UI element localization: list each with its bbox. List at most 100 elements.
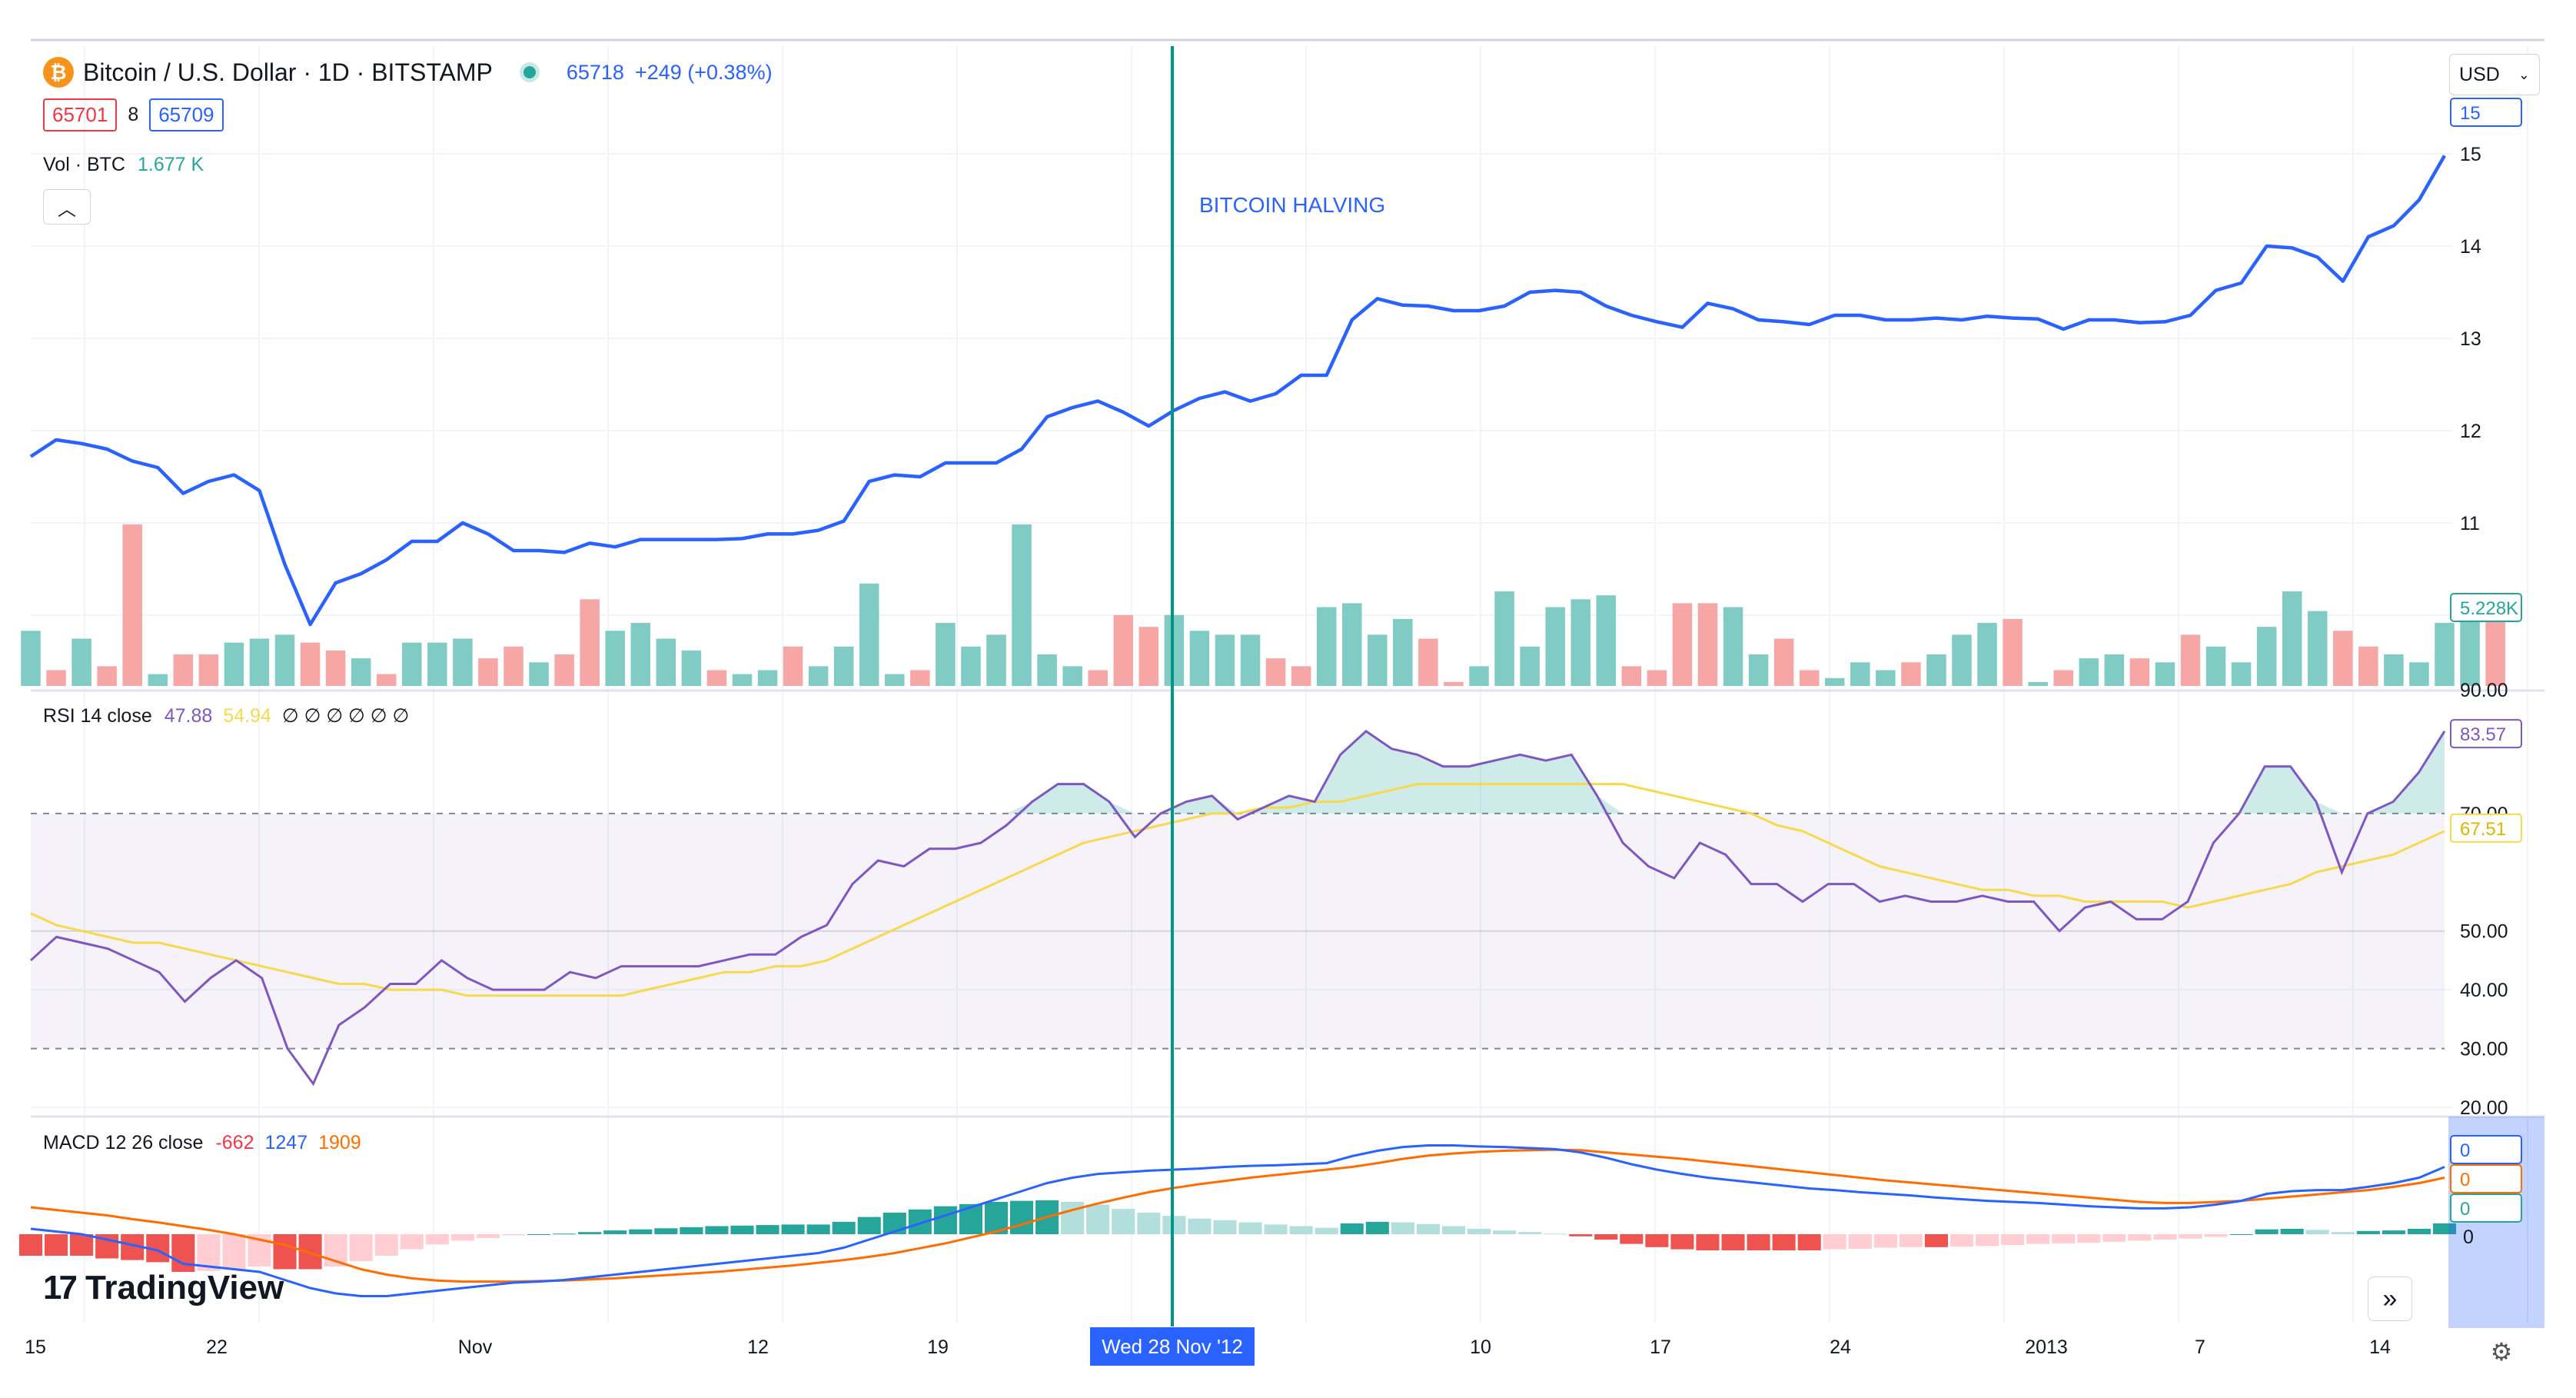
volume-bar [1799, 670, 1820, 686]
volume-bar [529, 662, 549, 686]
macd-histogram-bar [1772, 1234, 1796, 1250]
macd-histogram-bar [2255, 1229, 2279, 1234]
volume-value-label-box [2450, 593, 2522, 622]
price-line[interactable] [29, 155, 2446, 627]
volume-bar [1113, 614, 1134, 686]
volume-bar [1824, 677, 1845, 686]
macd-histogram-bar [1620, 1234, 1644, 1244]
rsi-ma-line[interactable] [30, 783, 2445, 997]
macd-histogram-bar [450, 1234, 474, 1241]
volume-bar [2155, 662, 2175, 686]
macd-series [18, 1144, 2457, 1297]
macd-histogram-bar [501, 1234, 526, 1236]
currency-selector[interactable]: USD ⌄ [2449, 54, 2540, 95]
volume-label: Vol · BTC [43, 154, 125, 175]
chart-settings-button[interactable]: ⚙ [2485, 1335, 2518, 1369]
macd-histogram-bar [2229, 1234, 2253, 1235]
macd-legend: MACD 12 26 close -662 1247 1909 [43, 1132, 361, 1154]
volume-bar [1647, 670, 1667, 686]
macd-histogram-bar [171, 1234, 195, 1272]
rsi-tick-label: 50.00 [2460, 921, 2508, 943]
volume-bar [1316, 607, 1337, 686]
macd-signal-line[interactable] [30, 1148, 2445, 1283]
volume-bar [2307, 611, 2328, 686]
rsi-empty-values: ∅ ∅ ∅ ∅ ∅ ∅ [281, 705, 410, 727]
macd-histogram-bar [1949, 1234, 1974, 1247]
volume-value-label-text: 5.228K [2460, 598, 2518, 619]
volume-bar [885, 674, 905, 686]
price-tick-label: 15 [2460, 144, 2481, 165]
volume-bar [2460, 618, 2480, 686]
volume-bar [2180, 634, 2201, 686]
volume-bar [376, 674, 397, 686]
ask-price[interactable]: 65709 [149, 98, 224, 131]
volume-bar [198, 654, 219, 686]
price-axis[interactable]: 15141312111090.0070.0050.0040.0030.0020.… [2448, 98, 2544, 1328]
rsi-line[interactable] [29, 729, 2446, 1087]
time-tick-label: 2013 [2025, 1336, 2068, 1358]
macd-histogram-bar [959, 1203, 982, 1234]
volume-bar [1901, 662, 1921, 686]
bid-ask-row: 65701 8 65709 [43, 98, 224, 131]
macd-histogram-bar [1238, 1222, 1262, 1234]
price-series [29, 155, 2446, 627]
macd-histogram-bar [298, 1234, 322, 1270]
macd-histogram-bar [1137, 1213, 1161, 1234]
volume-bar [2435, 623, 2455, 686]
symbol-legend: ₿ Bitcoin / U.S. Dollar · 1D · BITSTAMP … [43, 57, 773, 88]
macd-histogram-bar [1696, 1234, 1720, 1250]
time-tick-label: Nov [458, 1336, 493, 1358]
macd-histogram-bar [933, 1206, 957, 1234]
rsi-tick-label: 40.00 [2460, 980, 2508, 1001]
rsi-band [31, 813, 2445, 1049]
time-axis[interactable]: 15 22 Nov 12 19 Wed 28 Nov '12 10 17 24 2013 7 14 [25, 1327, 2391, 1366]
tradingview-mark-icon: 17 [43, 1269, 78, 1306]
signal-value-label: 0 [2450, 1164, 2522, 1193]
macd-histogram-bar [70, 1234, 94, 1256]
volume-bar [605, 631, 625, 686]
macd-histogram-bar [2153, 1234, 2177, 1240]
price-tick-label: 13 [2460, 328, 2481, 350]
volume-bar [2358, 646, 2378, 686]
scroll-to-realtime-button[interactable]: » [2368, 1277, 2412, 1321]
crosshair-date-box [1090, 1327, 1255, 1366]
rsi-series [29, 729, 2446, 1087]
volume-bar [351, 658, 371, 686]
macd-histogram-bar [2128, 1234, 2152, 1241]
crosshair-date-label: Wed 28 Nov '12 [1102, 1335, 1243, 1358]
macd-histogram-bar [2432, 1223, 2457, 1234]
volume-bar [1062, 666, 1082, 686]
last-price-label-box [2450, 98, 2522, 127]
macd-value-label-box [2450, 1135, 2522, 1164]
volume-bar [554, 654, 574, 686]
last-price-label-text: 15 [2460, 103, 2481, 124]
volume-bar [2384, 654, 2404, 686]
volume-bar [1037, 654, 1057, 686]
rsi-tick-label: 30.00 [2460, 1039, 2508, 1060]
macd-histogram-bar [2102, 1234, 2126, 1242]
macd-histogram-bar [1188, 1218, 1212, 1234]
macd-histogram-bar [857, 1217, 881, 1234]
macd-histogram-bar [730, 1225, 754, 1234]
symbol-title[interactable]: Bitcoin / U.S. Dollar · 1D · BITSTAMP [83, 58, 493, 86]
macd-histogram-bar [2179, 1234, 2202, 1239]
volume-bar [1596, 595, 1617, 686]
volume-bar [224, 642, 244, 686]
volume-bar [21, 631, 41, 686]
rsi-overbought-fill [31, 731, 2445, 814]
volume-bar [2129, 658, 2150, 686]
volume-bar [97, 666, 117, 686]
volume-bar [1850, 662, 1870, 686]
bid-price[interactable]: 65701 [43, 98, 118, 131]
tradingview-logo[interactable]: 17 TradingView [43, 1269, 284, 1307]
macd-histogram-bar [2331, 1232, 2355, 1234]
macd-histogram-bar [1391, 1222, 1414, 1234]
macd-histogram-bar [2077, 1234, 2101, 1243]
macd-line[interactable] [30, 1144, 2445, 1297]
volume-bar [2333, 631, 2353, 686]
currency-label: USD [2459, 63, 2500, 85]
collapse-legend-button[interactable]: ︿ [43, 189, 91, 225]
volume-bar [1697, 603, 1718, 686]
macd-histogram-bar [1873, 1234, 1897, 1248]
